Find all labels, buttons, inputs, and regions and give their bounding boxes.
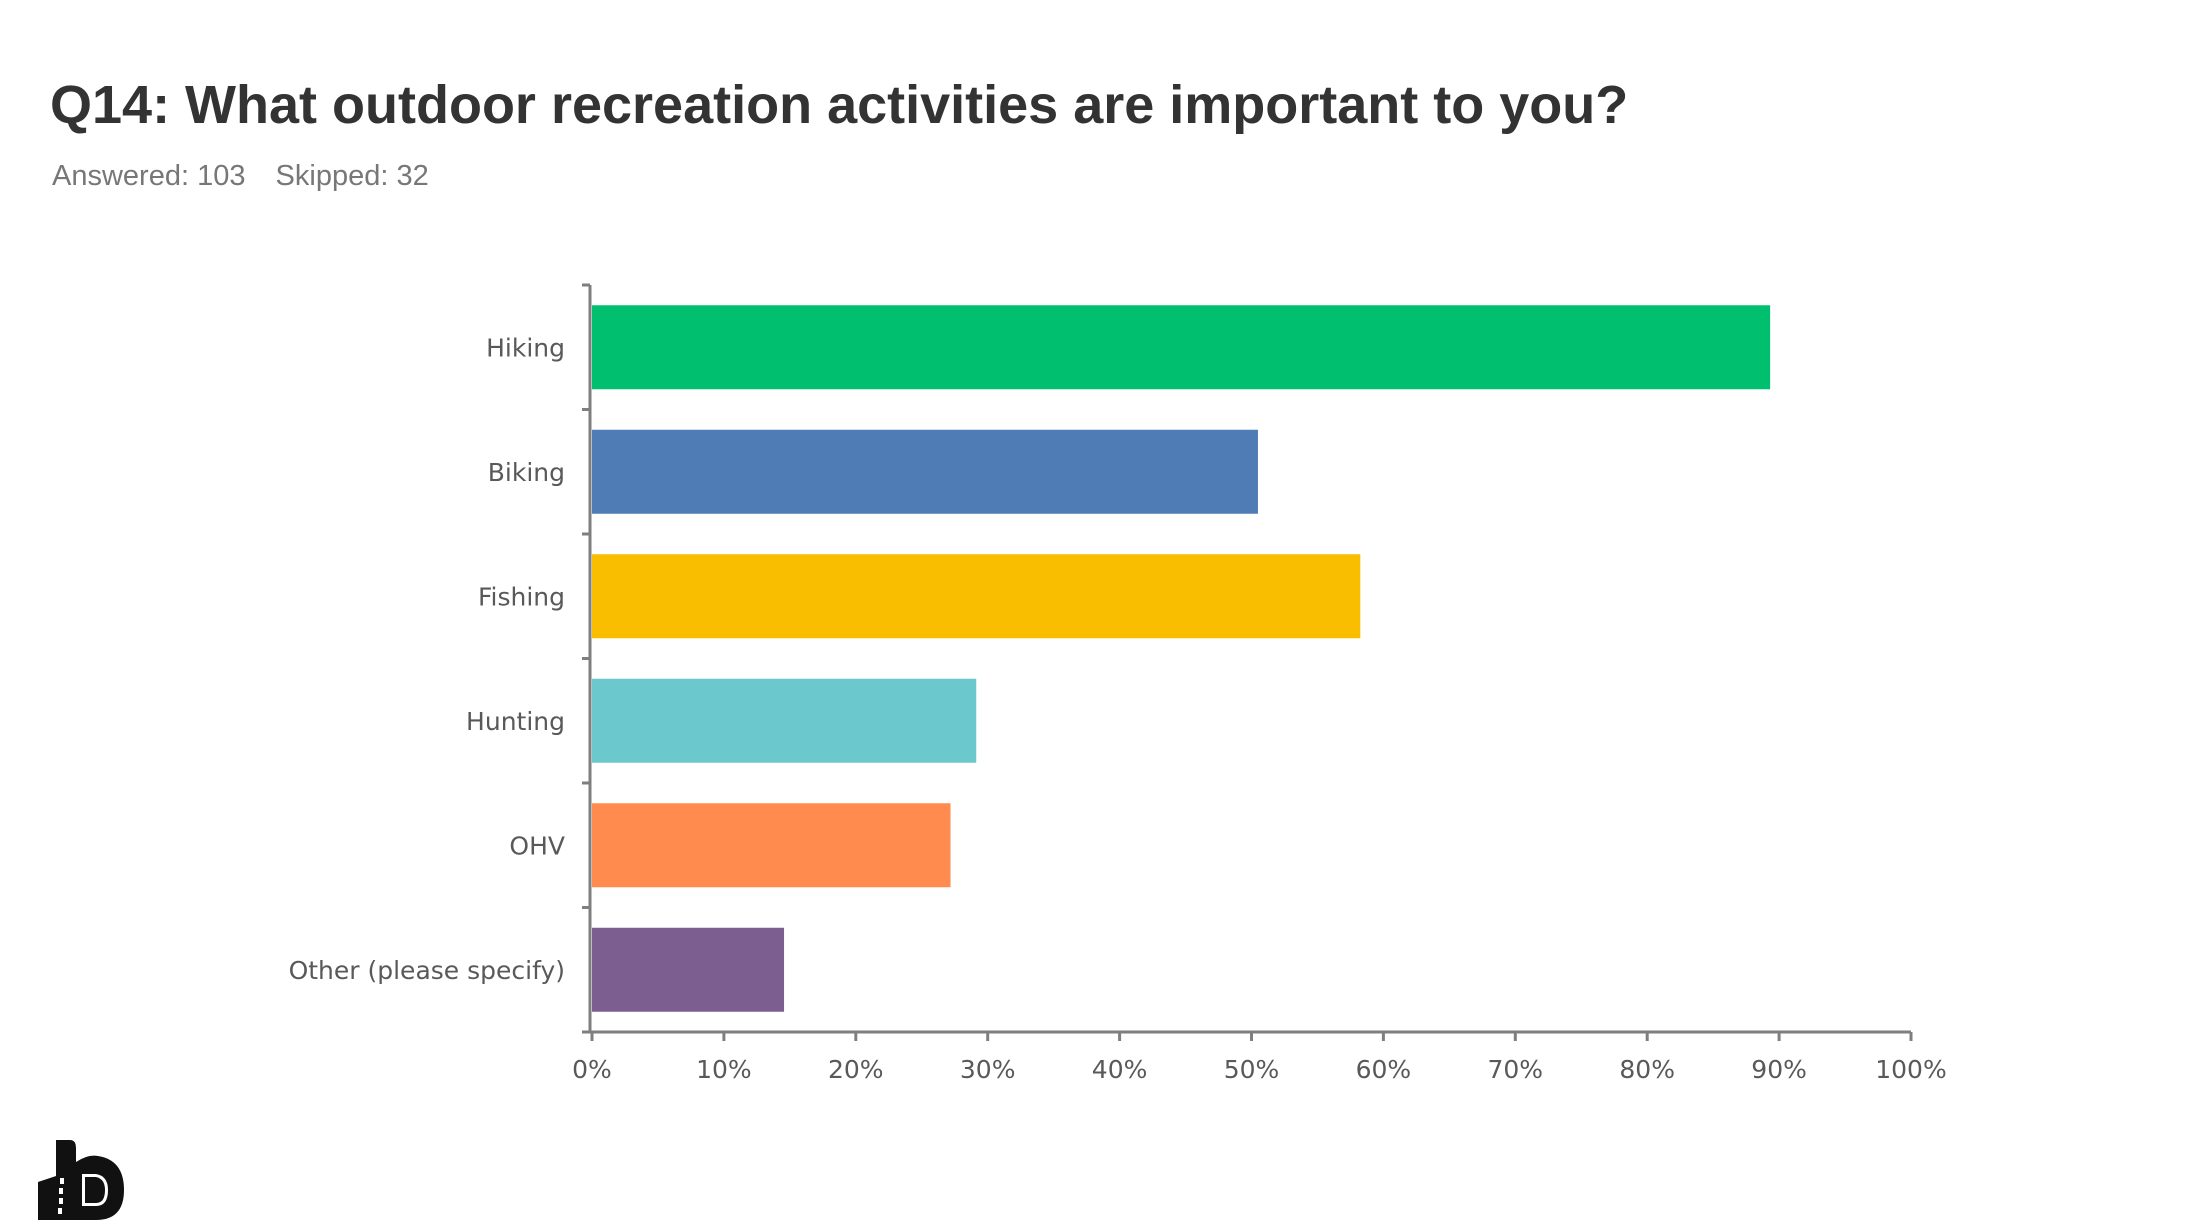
x-tick-label: 50% xyxy=(1224,1055,1280,1084)
category-label: Hunting xyxy=(466,707,565,736)
category-label: Hiking xyxy=(486,333,565,362)
answered-count: Answered: 103 xyxy=(52,160,246,192)
bar-fishing xyxy=(592,554,1361,639)
x-tick-label: 90% xyxy=(1751,1055,1807,1084)
x-tick-label: 80% xyxy=(1619,1055,1675,1084)
category-label: OHV xyxy=(509,831,565,860)
bar-biking xyxy=(592,429,1258,514)
skipped-count: Skipped: 32 xyxy=(275,160,429,192)
company-logo xyxy=(38,1140,124,1220)
bar-ohv xyxy=(592,803,951,888)
x-tick-label: 100% xyxy=(1875,1055,1946,1084)
x-tick-label: 30% xyxy=(960,1055,1016,1084)
x-tick-label: 70% xyxy=(1488,1055,1544,1084)
x-tick-label: 40% xyxy=(1092,1055,1148,1084)
bar-hunting xyxy=(592,678,977,763)
bar-hiking xyxy=(592,305,1771,390)
x-tick-label: 0% xyxy=(572,1055,612,1084)
chart-title: Q14: What outdoor recreation activities … xyxy=(50,75,1629,135)
x-tick-label: 60% xyxy=(1356,1055,1412,1084)
category-label: Fishing xyxy=(478,582,565,611)
bar-other-please-specify- xyxy=(592,927,785,1012)
category-label: Other (please specify) xyxy=(289,956,565,985)
response-stats: Answered: 103 Skipped: 32 xyxy=(52,160,451,193)
category-label: Biking xyxy=(488,458,565,487)
x-tick-label: 20% xyxy=(828,1055,884,1084)
x-tick-label: 10% xyxy=(696,1055,752,1084)
